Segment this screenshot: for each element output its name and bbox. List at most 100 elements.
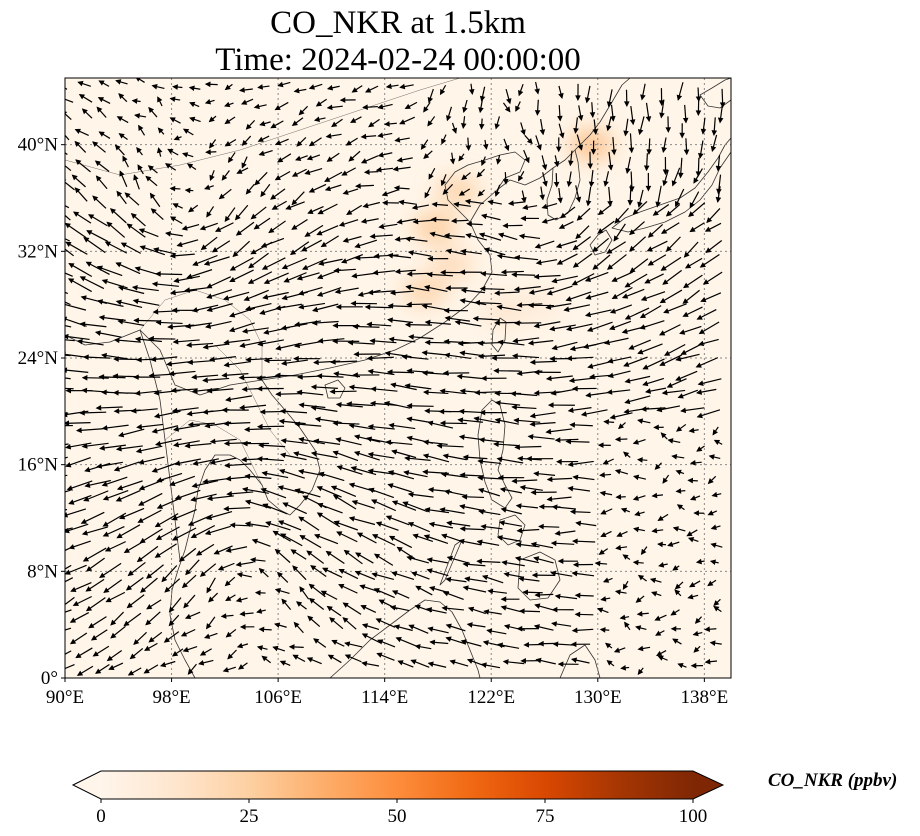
wind-vector-head <box>556 259 564 265</box>
wind-vector-head <box>224 101 231 108</box>
wind-vector-head <box>551 504 558 510</box>
wind-vector-head <box>644 278 651 284</box>
wind-vector-head <box>545 428 552 435</box>
wind-vector-head <box>624 282 631 288</box>
wind-vector-head <box>150 356 157 363</box>
wind-vector-head <box>453 201 460 208</box>
wind-vector-head <box>94 160 101 167</box>
wind-vector-head <box>365 436 373 442</box>
wind-vector-head <box>118 133 125 139</box>
wind-vector-head <box>494 417 501 424</box>
wind-vector-head <box>633 526 640 533</box>
wind-vector-head <box>136 356 142 363</box>
wind-vector-head <box>571 280 578 286</box>
wind-vector-head <box>208 596 215 603</box>
wind-vector-head <box>387 470 395 476</box>
wind-vector-head <box>449 158 456 165</box>
wind-vector-head <box>518 233 525 240</box>
wind-vector <box>65 181 75 191</box>
wind-vector-head <box>254 590 261 596</box>
wind-vector-head <box>671 454 678 460</box>
wind-vector-head <box>599 490 606 497</box>
wind-vector-head <box>494 190 500 197</box>
wind-vector-head <box>464 576 471 582</box>
wind-vector-head <box>189 116 196 123</box>
wind-vector-head <box>361 660 368 667</box>
wind-vector-head <box>307 208 314 214</box>
wind-vector-head <box>445 248 452 255</box>
wind-vector-head <box>541 164 548 171</box>
wind-vector-head <box>136 424 143 430</box>
wind-vector-head <box>227 653 234 660</box>
wind-vector-head <box>178 556 185 562</box>
wind-vector-head <box>478 232 486 238</box>
wind-vector-head <box>391 590 399 596</box>
wind-vector-head <box>244 521 251 527</box>
wind-vector-head <box>407 250 414 256</box>
wind-vector-head <box>326 85 334 91</box>
wind-vector-head <box>42 413 46 417</box>
wind-vector-head <box>119 170 125 177</box>
wind-vector-head <box>285 204 292 210</box>
wind-vector-head <box>209 142 215 149</box>
wind-vector-head <box>236 642 244 649</box>
wind-vector-head <box>704 226 712 232</box>
wind-vector-head <box>316 273 324 280</box>
wind-vector-head <box>262 503 269 509</box>
wind-vector-head <box>316 486 323 492</box>
wind-vector-head <box>553 181 560 188</box>
wind-vector-head <box>697 340 705 347</box>
wind-vector-head <box>459 388 466 394</box>
wind-vector-head <box>459 504 466 510</box>
wind-vector-head <box>257 340 264 347</box>
wind-vector-head <box>514 444 520 450</box>
wind-vector <box>65 664 75 670</box>
wind-vector-head <box>623 451 630 458</box>
wind-vector-head <box>657 655 664 661</box>
wind-vector-head <box>391 449 398 455</box>
wind-vector-head <box>250 213 257 220</box>
wind-vector-head <box>381 191 388 197</box>
wind-vector-head <box>657 515 664 521</box>
wind-vector-head <box>597 442 604 449</box>
wind-vector-head <box>258 626 265 633</box>
wind-vector-head <box>104 241 111 247</box>
wind-vector-head <box>651 527 658 534</box>
wind-vector-head <box>204 529 212 536</box>
wind-vector-head <box>628 344 635 350</box>
wind-vector-head <box>168 620 175 627</box>
wind-vector-head <box>600 531 607 537</box>
wind-vector-head <box>660 228 668 234</box>
wind-vector-head <box>694 617 701 624</box>
wind-vector-head <box>205 514 213 521</box>
wind-vector-head <box>480 270 487 277</box>
wind-vector-head <box>569 345 576 352</box>
wind-vector-head <box>72 211 80 217</box>
wind-vector-head <box>80 295 87 301</box>
wind-vector-head <box>642 380 649 387</box>
wind-vector-head <box>227 156 234 163</box>
wind-vector-head <box>173 441 180 448</box>
wind-vector-head <box>149 192 156 199</box>
wind-vector-head <box>151 83 158 90</box>
wind-vector-head <box>606 659 613 666</box>
lon-axis: 90°E 98°E 106°E 114°E 122°E 130°E 138°E <box>46 678 728 708</box>
wind-vector-head <box>459 472 466 478</box>
wind-vector-head <box>391 500 399 506</box>
wind-vector-head <box>307 615 314 622</box>
wind-vector-head <box>276 571 283 578</box>
wind-vector-head <box>479 285 486 292</box>
wind-vector-head <box>275 391 281 397</box>
wind-vector-head <box>614 469 622 475</box>
wind-vector-head <box>293 87 300 94</box>
wind-vector-head <box>587 163 594 170</box>
wind-vector-head <box>187 359 193 366</box>
wind-vector-head <box>169 96 176 103</box>
wind-vector-head <box>439 88 446 96</box>
wind-vector-head <box>639 324 646 330</box>
wind-vector-head <box>412 533 419 539</box>
wind-vector-head <box>184 187 191 194</box>
wind-vector-head <box>102 521 109 527</box>
wind-vector-head <box>206 587 212 594</box>
wind-vector-head <box>112 389 119 396</box>
